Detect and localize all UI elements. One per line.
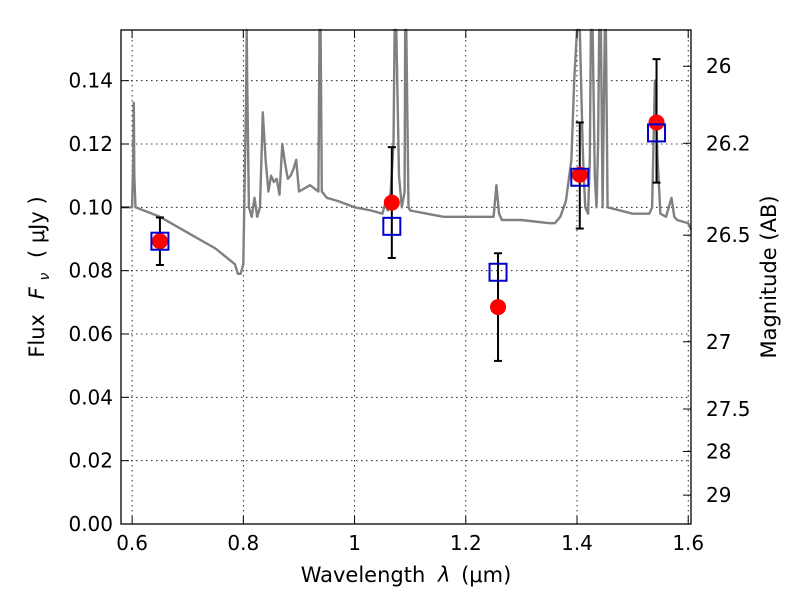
y-right-tick-label: 29 <box>706 483 731 507</box>
y-right-tick-label: 28 <box>706 439 731 463</box>
y-right-tick-label: 26.2 <box>706 131 751 155</box>
y-axis-label-right: Magnitude (AB) <box>757 195 781 358</box>
y-axis-label-subscript: ν <box>37 273 53 281</box>
y-axis-label-left: Flux F ν ( μJy ) <box>25 196 54 357</box>
y-tick-label: 0.04 <box>68 385 113 409</box>
y-tick-label: 0.12 <box>68 132 113 156</box>
y-right-tick-label: 27 <box>706 330 731 354</box>
x-axis-label-symbol: λ <box>437 563 450 587</box>
observed-point <box>648 114 665 131</box>
y-axis-label-unit: ( μJy ) <box>25 196 49 258</box>
x-axis-label-prefix: Wavelength <box>301 563 426 587</box>
y-axis-label-prefix: Flux <box>25 314 49 358</box>
y-tick-label: 0.08 <box>68 259 113 283</box>
observed-point <box>151 233 168 250</box>
y-right-tick-label: 26 <box>706 54 731 78</box>
observed-point <box>383 194 400 211</box>
x-tick-label: 0.8 <box>227 531 259 555</box>
ticks-layer: 0.6 0.8 1 1.2 1.4 1.6 0.00 0.02 0.04 0.06 0.08 0.10… <box>68 30 751 555</box>
y-tick-label: 0.14 <box>68 69 113 93</box>
model-point <box>570 167 590 187</box>
points-layer <box>150 58 667 362</box>
y-tick-label: 0.10 <box>68 195 113 219</box>
x-axis-label: Wavelength λ (μm) <box>301 563 512 587</box>
x-axis-label-unit: (μm) <box>461 563 511 587</box>
y-tick-label: 0.00 <box>68 512 113 536</box>
x-tick-label: 1.6 <box>672 531 704 555</box>
y-tick-label: 0.02 <box>68 449 113 473</box>
model-point <box>647 123 667 143</box>
model-point <box>382 216 402 236</box>
y-right-tick-label: 26.5 <box>706 223 751 247</box>
x-tick-label: 1.4 <box>561 531 593 555</box>
x-tick-label: 0.6 <box>116 531 148 555</box>
x-tick-label: 1 <box>348 531 361 555</box>
spectrum-layer <box>121 28 693 275</box>
model-point <box>150 231 170 251</box>
x-tick-label: 1.2 <box>450 531 482 555</box>
grid <box>121 30 691 525</box>
observed-point <box>490 299 507 316</box>
y-tick-label: 0.06 <box>68 322 113 346</box>
y-axis-label-symbol: F <box>25 286 49 299</box>
model-point <box>488 262 508 282</box>
y-right-tick-label: 27.5 <box>706 397 751 421</box>
model-spectrum-line <box>121 28 693 275</box>
plot-frame <box>120 29 692 525</box>
